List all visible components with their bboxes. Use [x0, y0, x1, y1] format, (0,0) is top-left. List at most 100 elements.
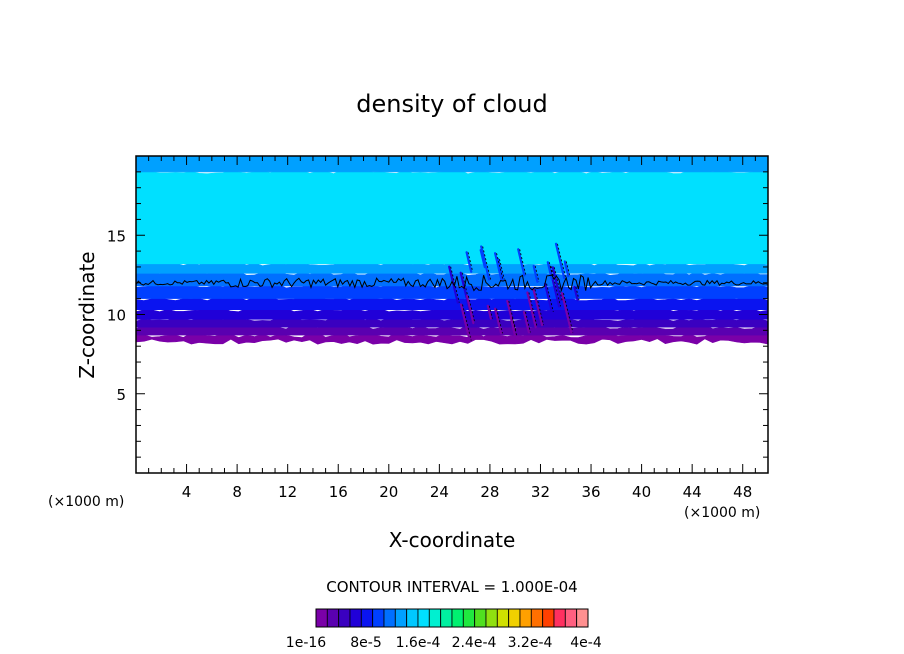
colorbar-swatch [485, 608, 498, 628]
x-tick-label: 28 [480, 483, 499, 501]
colorbar-swatch [564, 608, 577, 628]
y-tick-label: 10 [107, 307, 126, 325]
colorbar-label: 2.4e-4 [452, 635, 497, 651]
x-axis-label: X-coordinate [389, 528, 516, 552]
colorbar-swatch [428, 608, 441, 628]
x-tick-label: 20 [379, 483, 398, 501]
z-unit-label: (×1000 m) [48, 494, 124, 510]
colorbar-swatch [417, 608, 430, 628]
x-tick-label: 36 [581, 483, 600, 501]
wave-streak [465, 251, 473, 273]
colorbar-swatch [349, 608, 362, 628]
wave-streak [479, 249, 486, 269]
wave-streak [551, 266, 562, 302]
colorbar-frame [315, 608, 589, 628]
colorbar-label: 8e-5 [350, 635, 381, 651]
x-tick-label: 40 [632, 483, 651, 501]
x-tick-label: 16 [329, 483, 348, 501]
x-tick-label: 4 [182, 483, 192, 501]
wave-contour [563, 293, 574, 333]
wave-streak [509, 316, 517, 337]
wave-contour [468, 295, 476, 324]
x-tick-label: 32 [531, 483, 550, 501]
colorbar-swatch [338, 608, 351, 628]
wave-disturbance [448, 242, 580, 342]
y-tick-label: 5 [116, 386, 126, 404]
colorbar-swatch [326, 608, 339, 628]
wave-streak [543, 282, 553, 313]
colorbar-labels: 1e-16 8e-5 1.6e-4 2.4e-4 3.2e-4 4e-4 [286, 635, 602, 651]
colorbar-label: 1e-16 [286, 635, 326, 651]
colorbar-swatch [406, 608, 419, 628]
wave-contour [482, 246, 491, 280]
colorbar-label: 1.6e-4 [396, 635, 441, 651]
contour-line [135, 274, 769, 293]
colorbar-swatch [451, 608, 464, 628]
wave-streak [573, 285, 579, 302]
wave-streak [494, 307, 503, 335]
wave-streak [563, 260, 570, 278]
x-tick-label: 8 [232, 483, 242, 501]
wave-contour [553, 267, 563, 301]
wave-contour [550, 266, 561, 307]
wave-contour [508, 300, 517, 331]
colorbar-swatch [474, 608, 487, 628]
y-axis: 5 10 15 [107, 171, 768, 458]
wave-contour [496, 253, 504, 281]
wave-streak [522, 310, 531, 334]
wave-contour [557, 243, 567, 279]
wave-contour [519, 249, 527, 276]
wave-contour [499, 259, 505, 280]
colorbar-swatch [383, 608, 396, 628]
colorbar-swatch [530, 608, 543, 628]
colorbar-swatch [519, 608, 532, 628]
wave-contour [534, 265, 540, 282]
colorbar-swatch [360, 608, 373, 628]
wave-contour [546, 283, 554, 312]
wave-streak [459, 303, 471, 342]
wave-streak [465, 294, 475, 325]
x-tick-label: 44 [683, 483, 702, 501]
wave-contour [467, 252, 474, 272]
colorbar [315, 608, 589, 628]
colorbar-swatch [394, 608, 407, 628]
wave-streak [532, 288, 544, 327]
wave-streak [480, 245, 491, 281]
wave-streak [486, 304, 492, 320]
colorbar-swatch [315, 608, 328, 628]
colorbar-swatch [576, 608, 589, 628]
colorbar-swatch [462, 608, 475, 628]
wave-streak [560, 292, 573, 334]
wave-contour [525, 311, 531, 333]
y-axis-label: Z-coordinate [75, 251, 99, 378]
colorbar-swatch [553, 608, 566, 628]
x-axis: 4 8 12 16 20 24 28 32 36 40 44 48 [148, 156, 756, 501]
x-tick-label: 48 [733, 483, 752, 501]
wave-contour [512, 317, 517, 336]
wave-streak [554, 242, 566, 280]
wave-contour [565, 261, 571, 277]
contour-band [135, 169, 769, 265]
wave-streak [494, 252, 503, 282]
y-tick-label: 15 [107, 227, 126, 245]
colorbar-swatch [508, 608, 521, 628]
x-unit-label: (×1000 m) [684, 505, 760, 521]
x-tick-label: 12 [278, 483, 297, 501]
wave-contour [528, 292, 538, 328]
contour-interval-text: CONTOUR INTERVAL = 1.000E-04 [326, 578, 577, 596]
wave-streak [532, 264, 539, 283]
wave-streak [517, 248, 526, 277]
colorbar-swatch [496, 608, 509, 628]
chart-title: density of cloud [356, 90, 547, 118]
colorbar-swatch [542, 608, 555, 628]
colorbar-swatch [440, 608, 453, 628]
wave-contour [548, 262, 554, 279]
colorbar-label: 4e-4 [570, 635, 602, 651]
colorbar-swatch [372, 608, 385, 628]
wave-contour [496, 308, 503, 334]
wave-streak [546, 261, 553, 280]
contour-fill [135, 155, 769, 345]
wave-streak [526, 291, 537, 329]
x-tick-label: 24 [430, 483, 449, 501]
